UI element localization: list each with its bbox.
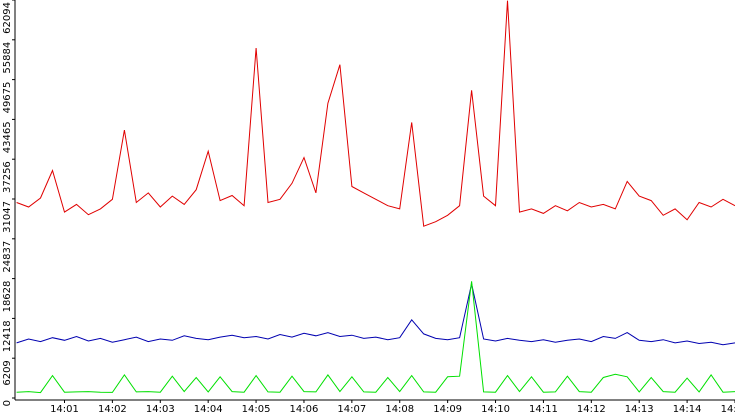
x-tick-label: 14:03 bbox=[146, 404, 175, 415]
x-tick-label: 14:02 bbox=[98, 404, 127, 415]
x-tick-label: 14:04 bbox=[194, 404, 223, 415]
y-tick-label: 24837 bbox=[2, 241, 13, 273]
series-line bbox=[16, 0, 735, 227]
y-tick-label: 6209 bbox=[2, 360, 13, 385]
x-tick-label: 14:06 bbox=[290, 404, 319, 415]
y-tick-label: 43465 bbox=[2, 121, 13, 153]
y-tick-label: 31047 bbox=[2, 201, 13, 233]
x-tick-label: 14:09 bbox=[433, 404, 462, 415]
y-tick-label: 0 bbox=[2, 400, 13, 406]
y-tick-label: 55884 bbox=[2, 42, 13, 74]
x-tick-label: 14:13 bbox=[625, 404, 654, 415]
series-line bbox=[16, 283, 735, 346]
x-tick-label: 14:14 bbox=[673, 404, 702, 415]
y-tick-label: 12418 bbox=[2, 320, 13, 352]
x-tick-label: 14:05 bbox=[242, 404, 271, 415]
x-tick-label: 14:01 bbox=[50, 404, 79, 415]
x-tick-label: 14:11 bbox=[529, 404, 558, 415]
y-tick-label: 49675 bbox=[2, 82, 13, 114]
y-tick-label: 37256 bbox=[2, 161, 13, 193]
x-tick-label: 14:10 bbox=[481, 404, 510, 415]
x-tick-label: 14:08 bbox=[385, 404, 414, 415]
x-tick-label: 14:12 bbox=[577, 404, 606, 415]
y-tick-label: 62094 bbox=[2, 2, 13, 34]
x-tick-label: 14:07 bbox=[337, 404, 366, 415]
series-line bbox=[16, 281, 735, 394]
y-tick-label: 18628 bbox=[2, 281, 13, 313]
x-tick-label: 14:15 bbox=[721, 404, 735, 415]
